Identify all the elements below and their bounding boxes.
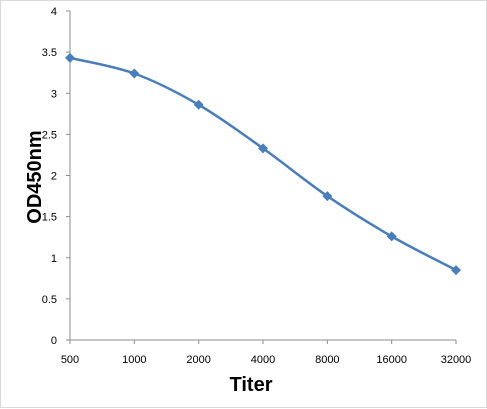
y-tick-label: 3	[51, 88, 57, 100]
data-point-marker	[129, 68, 140, 79]
y-tick-label: 2.5	[42, 129, 57, 141]
x-tick-label: 8000	[315, 354, 339, 366]
data-point-marker	[65, 52, 75, 63]
data-point-marker	[322, 191, 333, 202]
series-layer	[65, 52, 461, 276]
y-tick-label: 3.5	[42, 47, 57, 59]
x-axis-title: Titer	[230, 374, 273, 396]
y-tick-labels: 0 0.5 1 1.5 2 2.5 3 3.5 4	[42, 6, 70, 347]
x-tick-label: 1000	[122, 354, 146, 366]
data-point-marker	[386, 231, 397, 242]
x-tick-label: 16000	[376, 354, 407, 366]
x-tick-label: 4000	[251, 354, 275, 366]
y-tick-label: 4	[51, 6, 57, 18]
x-tick-label: 32000	[441, 354, 472, 366]
y-tick-label: 1.5	[42, 212, 57, 224]
data-point-marker	[193, 99, 204, 110]
y-tick-label: 0	[51, 335, 57, 347]
x-tick-label: 500	[61, 354, 79, 366]
y-tick-label: 2	[51, 171, 57, 183]
data-point-marker	[258, 143, 268, 154]
axes	[69, 11, 456, 341]
data-point-marker	[451, 265, 461, 276]
x-tick-labels: 500 1000 2000 4000 8000 16000 32000	[61, 340, 471, 366]
y-axis-title: OD450nm	[24, 130, 46, 223]
series-line	[69, 56, 457, 272]
x-tick-label: 2000	[186, 354, 210, 366]
y-tick-label: 1	[51, 253, 57, 265]
y-tick-label: 0.5	[42, 294, 57, 306]
